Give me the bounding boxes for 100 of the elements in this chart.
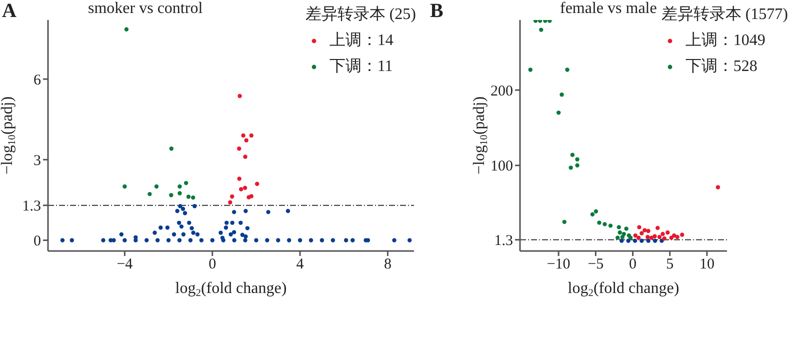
point (122, 184, 127, 189)
point (680, 232, 684, 237)
point (636, 236, 641, 240)
point (190, 195, 196, 200)
point (649, 236, 654, 240)
point (660, 232, 665, 236)
point (242, 186, 248, 190)
point (662, 236, 666, 241)
point (228, 200, 232, 204)
legend-title: 差异转录本 (25) (305, 4, 416, 25)
x-tick-label: −10 (546, 256, 570, 273)
x-tick-label: 8 (384, 256, 392, 273)
point (556, 110, 561, 115)
point (241, 133, 246, 138)
point (652, 234, 657, 238)
point (543, 20, 548, 23)
point (669, 236, 674, 240)
legend-title: 差异转录本 (1577) (661, 4, 788, 25)
point (178, 191, 182, 196)
legend-label: 下调：11 (329, 57, 393, 77)
legend-label: 下调：528 (685, 57, 758, 77)
point (254, 182, 260, 186)
legend-label: 上调：1049 (685, 30, 766, 51)
point (608, 224, 613, 228)
point (646, 238, 650, 243)
point (238, 187, 244, 192)
point (656, 226, 660, 230)
point (618, 230, 622, 235)
point (148, 192, 152, 196)
point (562, 220, 566, 224)
point (238, 94, 242, 98)
y-tick-label: 1.3 (22, 198, 41, 215)
point (652, 238, 658, 243)
point (660, 238, 664, 243)
point (646, 234, 650, 240)
point (646, 228, 650, 234)
point (622, 232, 626, 236)
point (244, 138, 248, 142)
point (640, 238, 644, 243)
y-tick-label: 200 (490, 83, 513, 100)
point (637, 225, 642, 230)
y-tick-label: 6 (34, 72, 42, 88)
chart-title: smoker vs control (88, 0, 203, 18)
point (249, 133, 254, 138)
point (657, 234, 662, 240)
point (565, 68, 570, 72)
legend-label: 上调：14 (329, 30, 394, 51)
point (575, 157, 580, 162)
point (237, 146, 242, 151)
x-tick-label: 10 (699, 256, 714, 273)
point (184, 180, 188, 186)
point (568, 166, 573, 170)
point (620, 238, 624, 243)
point (624, 226, 628, 231)
text: B (430, 0, 444, 23)
point (626, 238, 630, 243)
x-axis-title: log$_{2}$(fold change) (568, 280, 680, 299)
point (243, 154, 248, 159)
point (594, 209, 598, 214)
point (675, 234, 680, 240)
point (178, 184, 182, 189)
point (169, 193, 174, 198)
x-tick-label: 5 (666, 256, 674, 273)
point (560, 92, 564, 97)
point (237, 176, 242, 181)
point (570, 152, 575, 157)
x-tick-label: 0 (208, 256, 216, 273)
y-tick-label: 0 (34, 234, 41, 250)
y-tick-label: 100 (490, 158, 513, 175)
x-axis-title: log$_{2}$(fold change) (175, 280, 287, 299)
point (528, 68, 532, 72)
x-tick-label: −4 (116, 256, 134, 273)
point (616, 225, 621, 230)
point (169, 146, 174, 151)
point (616, 236, 620, 240)
point (628, 236, 633, 240)
point (548, 20, 552, 23)
point (186, 194, 191, 199)
point (716, 185, 720, 190)
point (597, 220, 602, 225)
point (154, 184, 159, 189)
x-tick-label: 4 (296, 256, 304, 273)
y-tick-label: 3 (34, 153, 41, 169)
point (633, 233, 638, 238)
point (590, 212, 595, 216)
chart-title: female vs male (560, 0, 657, 18)
y-tick-label: 1.3 (494, 233, 513, 250)
x-tick-label: −5 (588, 256, 604, 273)
point (539, 28, 544, 32)
point (246, 195, 251, 200)
point (632, 238, 638, 243)
point (642, 228, 647, 232)
x-tick-label: 0 (629, 256, 637, 273)
point (575, 163, 580, 168)
point (666, 230, 670, 235)
point (230, 194, 234, 199)
point (124, 27, 129, 32)
point (602, 222, 607, 226)
text: A (2, 0, 16, 23)
point (640, 231, 644, 236)
